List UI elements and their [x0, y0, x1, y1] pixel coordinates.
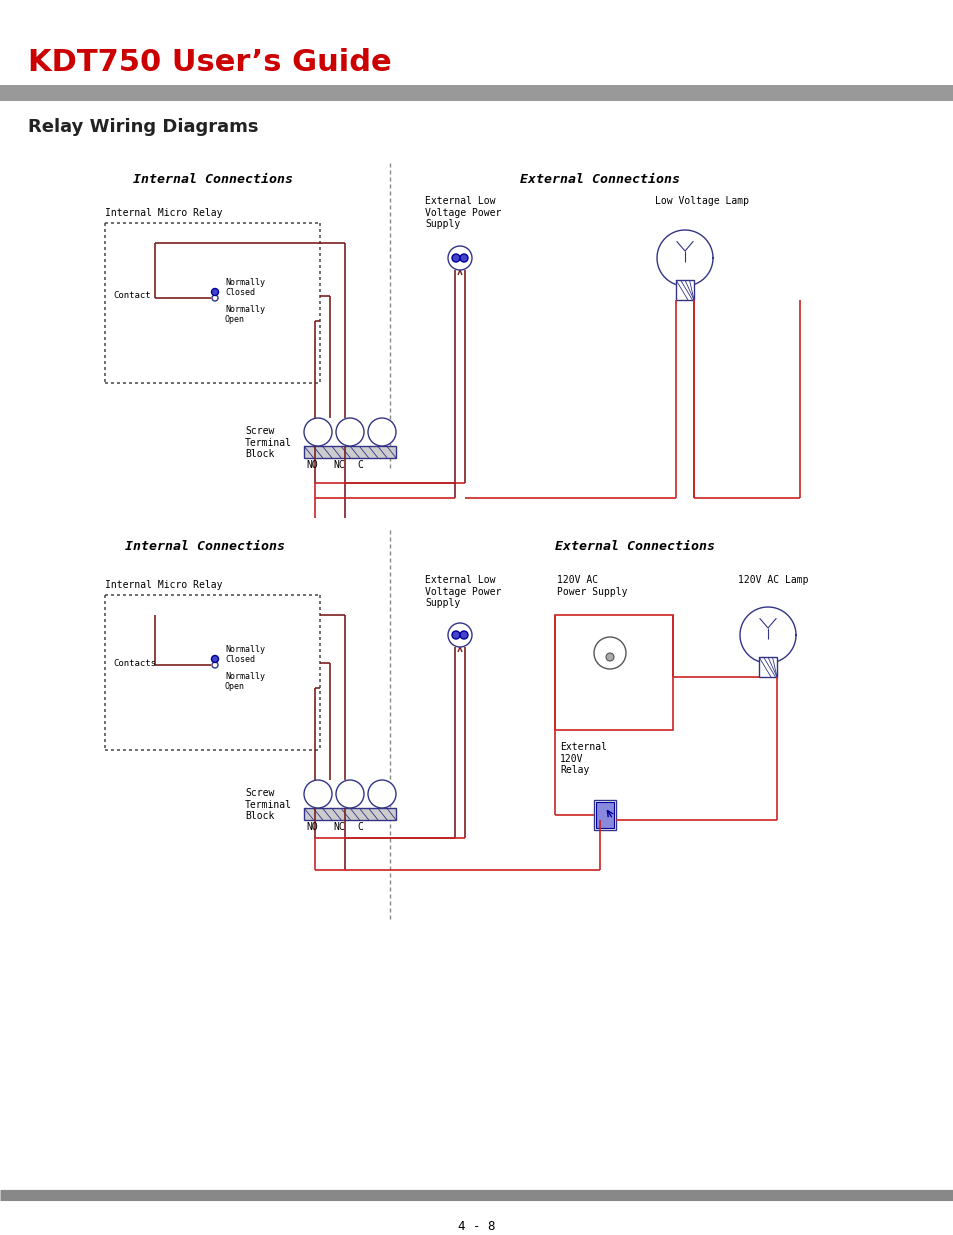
Text: External Connections: External Connections	[519, 173, 679, 186]
Text: Internal Connections: Internal Connections	[132, 173, 293, 186]
Text: Screw
Terminal
Block: Screw Terminal Block	[245, 426, 292, 459]
Circle shape	[335, 781, 364, 808]
Circle shape	[459, 254, 468, 262]
Bar	[594, 800, 616, 830]
Text: NC: NC	[333, 823, 344, 832]
Circle shape	[212, 662, 218, 668]
Text: Relay Wiring Diagrams: Relay Wiring Diagrams	[28, 119, 258, 136]
Bar	[602, 645, 606, 653]
Bar	[613, 645, 617, 653]
Bar	[0, 85, 953, 101]
Text: 120V AC Lamp: 120V AC Lamp	[738, 576, 807, 585]
Text: NC: NC	[333, 459, 344, 471]
Text: Normally
Open: Normally Open	[225, 305, 265, 325]
Text: C: C	[356, 823, 362, 832]
Bar	[304, 808, 395, 820]
Circle shape	[448, 622, 472, 647]
Text: Low Voltage Lamp: Low Voltage Lamp	[655, 196, 748, 206]
Text: External Low
Voltage Power
Supply: External Low Voltage Power Supply	[424, 196, 501, 230]
Text: Internal Micro Relay: Internal Micro Relay	[105, 207, 222, 219]
Circle shape	[368, 417, 395, 446]
Text: External
120V
Relay: External 120V Relay	[559, 742, 606, 776]
Circle shape	[304, 781, 332, 808]
Text: KDT750 User’s Guide: KDT750 User’s Guide	[28, 48, 392, 77]
Circle shape	[335, 417, 364, 446]
Circle shape	[212, 289, 218, 295]
Text: Contact: Contact	[112, 291, 151, 300]
Circle shape	[212, 295, 218, 301]
Text: External Low
Voltage Power
Supply: External Low Voltage Power Supply	[424, 576, 501, 608]
Text: Normally
Open: Normally Open	[225, 672, 265, 692]
Text: 120V AC
Power Supply: 120V AC Power Supply	[557, 576, 627, 597]
Circle shape	[459, 631, 468, 638]
Bar	[596, 802, 614, 827]
Text: NO: NO	[306, 459, 317, 471]
Circle shape	[452, 254, 459, 262]
Circle shape	[368, 781, 395, 808]
Circle shape	[212, 656, 218, 662]
Text: Normally
Closed: Normally Closed	[225, 645, 265, 664]
Text: C: C	[356, 459, 362, 471]
Text: External Connections: External Connections	[555, 540, 714, 553]
Circle shape	[594, 637, 625, 669]
Bar	[555, 615, 672, 730]
Text: 4 - 8: 4 - 8	[457, 1220, 496, 1233]
Bar	[304, 446, 395, 458]
Text: Screw
Terminal
Block: Screw Terminal Block	[245, 788, 292, 821]
Text: Contacts: Contacts	[112, 658, 156, 667]
Bar	[676, 280, 693, 300]
Circle shape	[304, 417, 332, 446]
Circle shape	[452, 631, 459, 638]
Text: Normally
Closed: Normally Closed	[225, 278, 265, 298]
Bar	[759, 657, 776, 677]
Text: Internal Connections: Internal Connections	[125, 540, 285, 553]
Circle shape	[448, 246, 472, 270]
Text: Internal Micro Relay: Internal Micro Relay	[105, 580, 222, 590]
Text: NO: NO	[306, 823, 317, 832]
Circle shape	[605, 653, 614, 661]
